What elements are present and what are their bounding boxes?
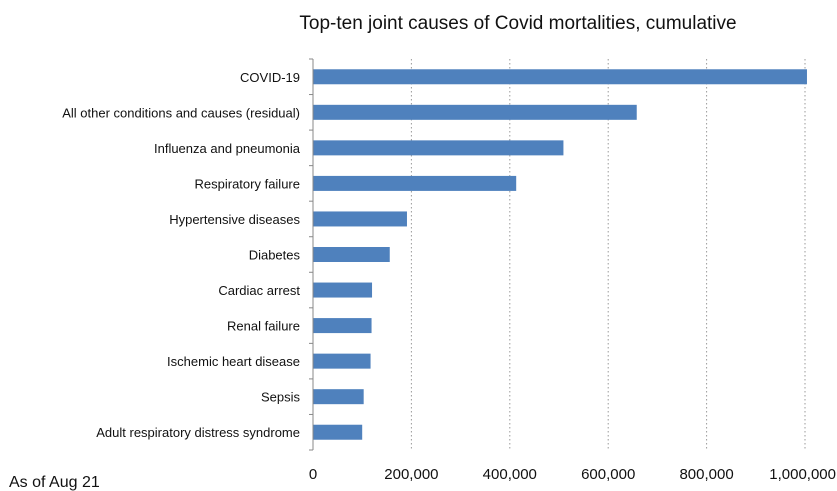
x-tick-labels: 0 200,000 400,000 600,000 800,000 1,000,000 (309, 466, 836, 483)
chart-title: Top-ten joint causes of Covid mortalitie… (299, 13, 736, 34)
category-label: Influenza and pneumonia (154, 141, 301, 156)
category-label: Renal failure (227, 319, 300, 334)
category-label: Respiratory failure (195, 176, 301, 191)
category-labels: COVID-19 All other conditions and causes … (62, 70, 301, 440)
category-label: COVID-19 (240, 70, 300, 85)
category-label: Cardiac arrest (218, 283, 300, 298)
bar (313, 140, 564, 156)
bar (313, 389, 364, 405)
x-tick-label: 200,000 (384, 466, 438, 483)
bar (313, 247, 390, 262)
bar (313, 424, 363, 440)
category-label: Sepsis (261, 390, 301, 405)
bar (313, 353, 371, 369)
category-label: Ischemic heart disease (167, 354, 300, 369)
category-label: All other conditions and causes (residua… (62, 105, 300, 120)
x-tick-label: 600,000 (581, 466, 635, 483)
x-tick-label: 800,000 (679, 466, 733, 483)
bar (313, 175, 517, 191)
category-label: Adult respiratory distress syndrome (96, 425, 300, 440)
category-label: Diabetes (249, 248, 301, 263)
x-tick-label: 400,000 (483, 466, 537, 483)
bar (313, 211, 407, 227)
gridlines (309, 58, 806, 451)
bar (313, 318, 372, 334)
bars (313, 69, 807, 440)
x-tick-label: 0 (309, 466, 317, 483)
bar (313, 104, 637, 120)
date-note: As of Aug 21 (9, 474, 100, 491)
x-tick-label: 1,000,000 (769, 466, 836, 483)
bar (313, 69, 807, 85)
bar (313, 282, 373, 298)
category-label: Hypertensive diseases (169, 212, 300, 227)
